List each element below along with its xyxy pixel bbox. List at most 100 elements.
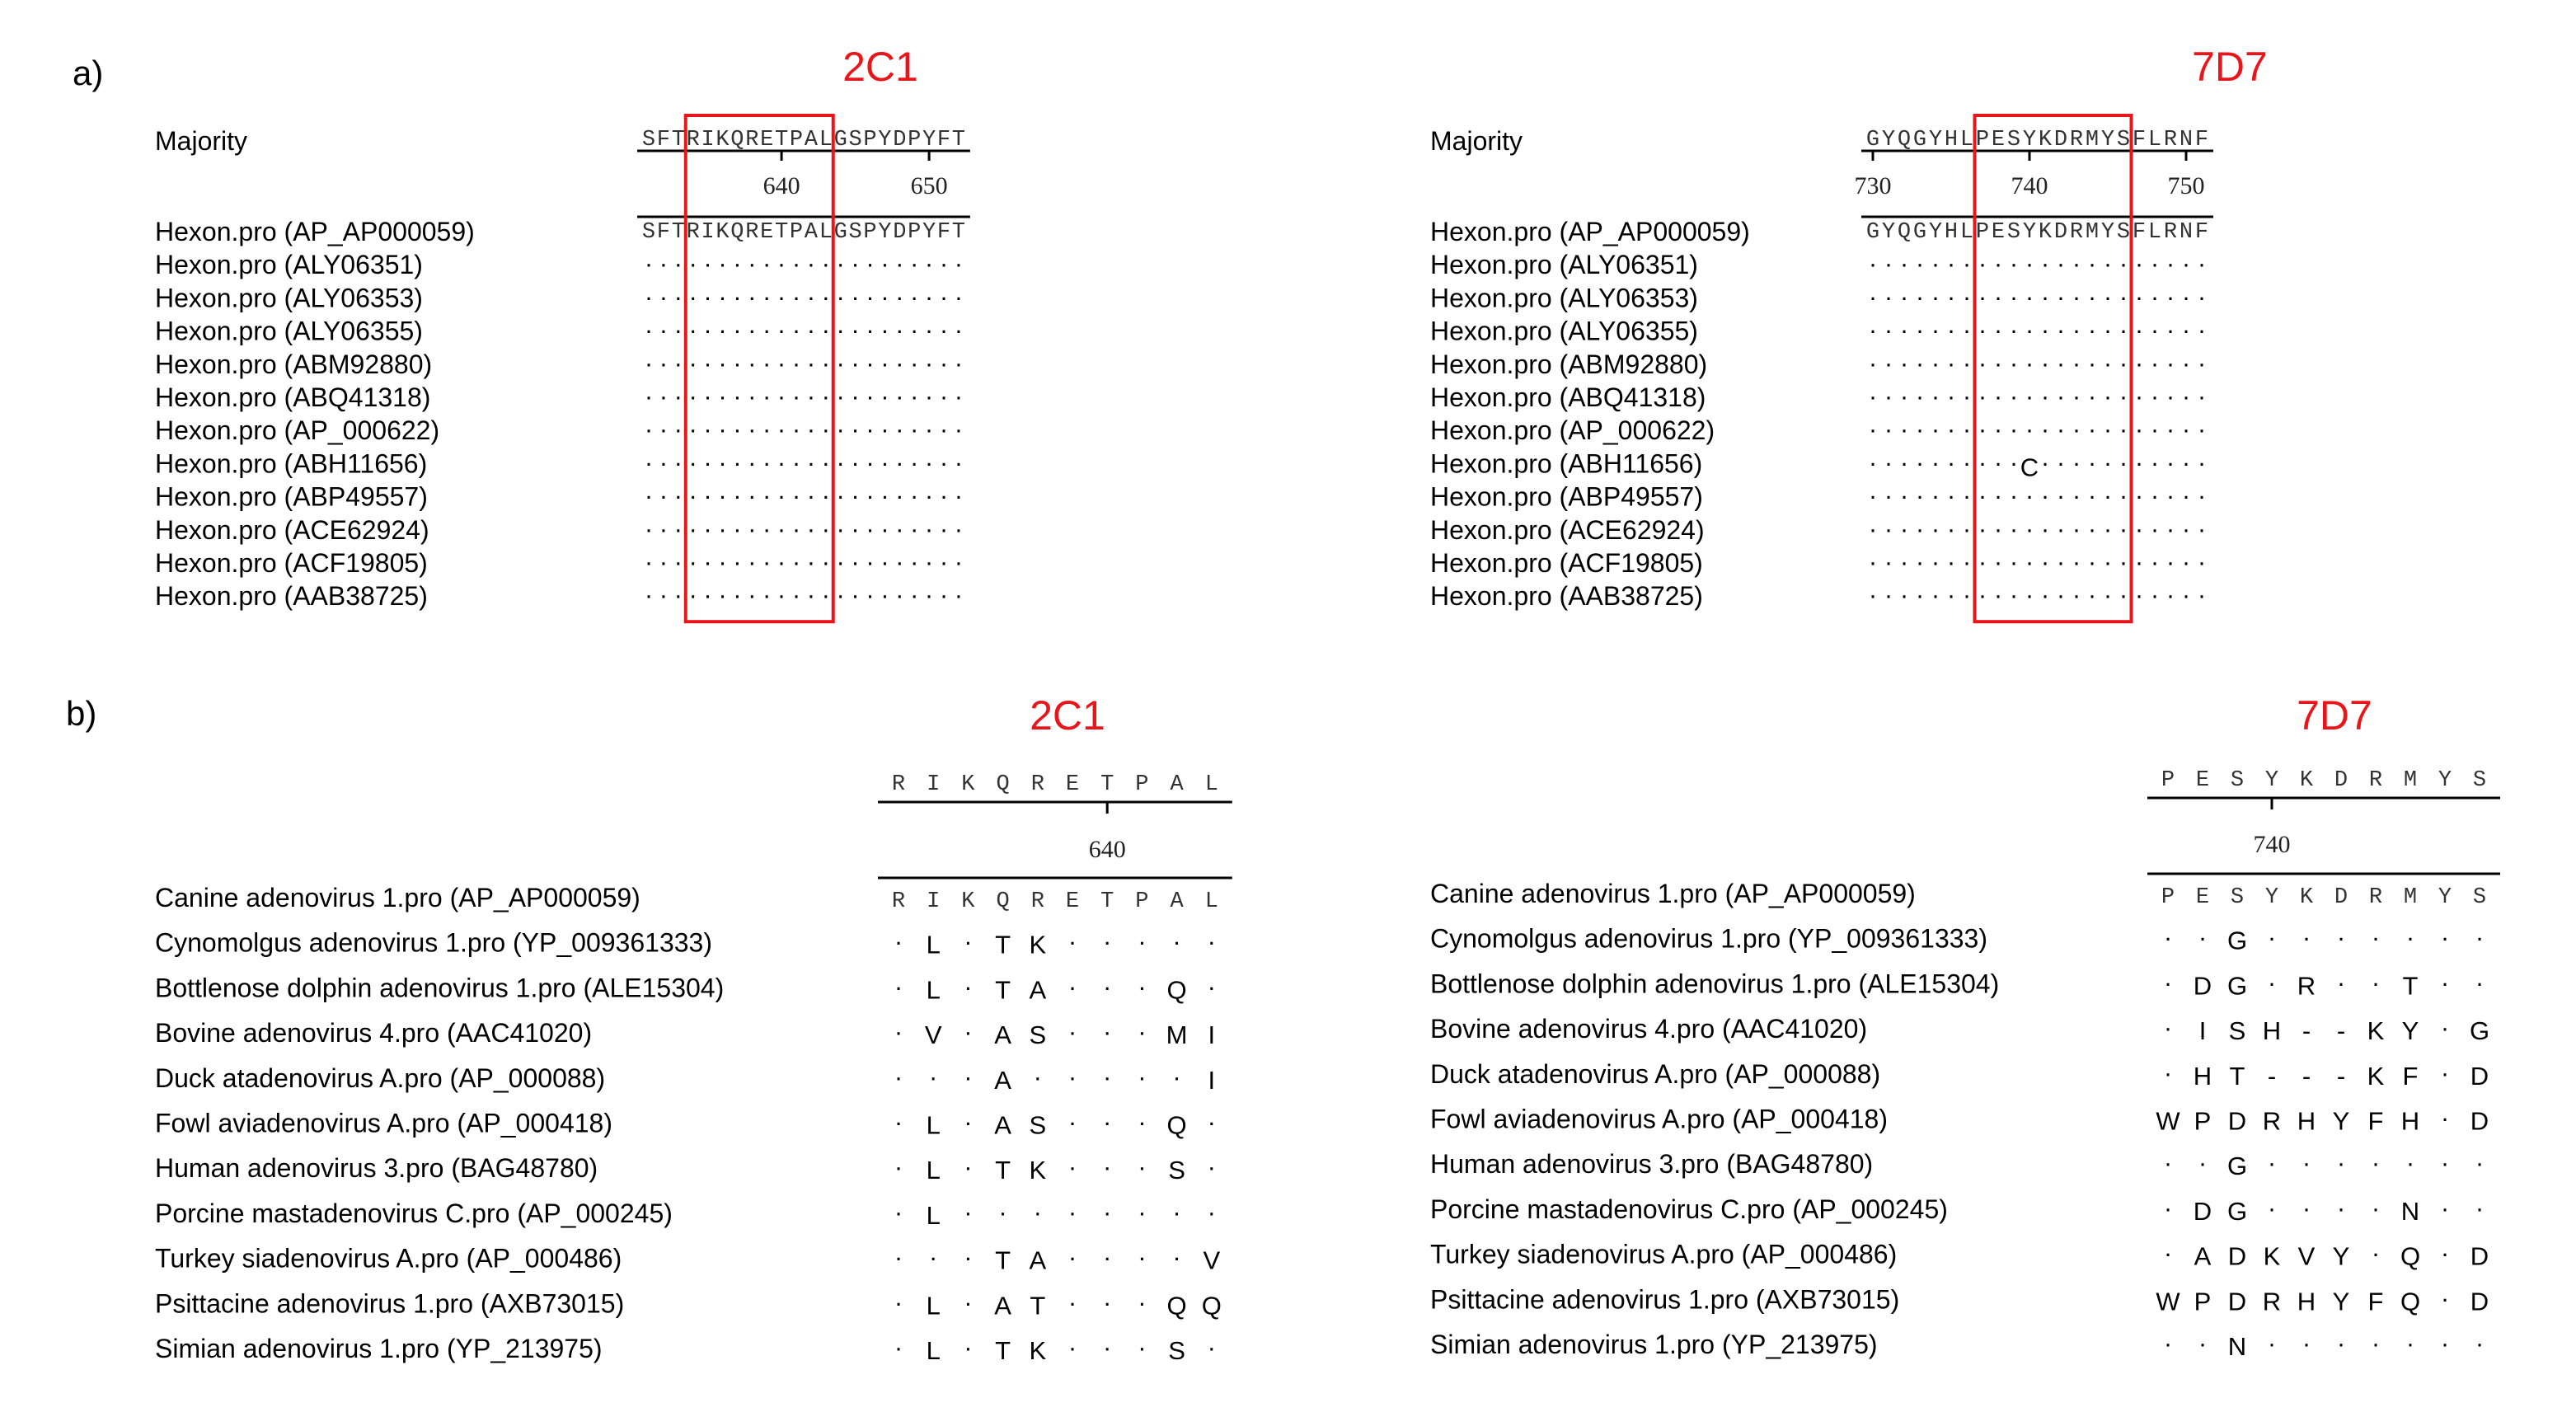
panel-a-7d7-match-dot: ·	[1947, 481, 1955, 510]
panel-b-7d7-majority-residue: E	[2196, 768, 2209, 793]
panel-b-2c1-match-dot: ·	[964, 1017, 972, 1046]
panel-a-2c1-majority-residue: E	[760, 128, 773, 152]
panel-b-2c1-match-dot: ·	[894, 927, 903, 956]
panel-a-2c1-residue: S	[642, 220, 655, 245]
panel-a-2c1-match-dot: ·	[703, 415, 711, 443]
panel-a-2c1-match-dot: ·	[762, 316, 771, 345]
panel-a-2c1-match-dot: ·	[792, 316, 800, 345]
panel-b-7d7-residue: Y	[2333, 1287, 2350, 1316]
panel-a-2c1-match-dot: ·	[940, 481, 948, 510]
panel-b-2c1-match-dot: ·	[894, 1333, 903, 1362]
panel-a-7d7-residue: M	[2086, 220, 2099, 245]
panel-a-7d7-match-dot: ·	[1978, 349, 1987, 378]
panel-a-7d7-match-dot: ·	[1994, 481, 2002, 510]
panel-a-7d7-row-label: Hexon.pro (ABP49557)	[1430, 482, 1703, 512]
panel-a-2c1-row-label: Hexon.pro (ABP49557)	[155, 482, 428, 512]
panel-a-2c1-row-label: Hexon.pro (ACE62924)	[155, 515, 429, 545]
panel-a-7d7-match-dot: ·	[2182, 514, 2190, 543]
panel-a-2c1-match-dot: ·	[689, 415, 697, 443]
panel-a-2c1-residue: I	[701, 220, 714, 245]
panel-a-2c1-match-dot: ·	[851, 349, 859, 378]
panel-b-2c1-match-dot: ·	[1138, 1063, 1146, 1091]
panel-a-7d7-match-dot: ·	[2088, 316, 2096, 345]
panel-a-2c1-match-dot: ·	[851, 547, 859, 576]
panel-a-7d7-match-dot: ·	[2151, 514, 2159, 543]
panel-b-2c1-row-label: Canine adenovirus 1.pro (AP_AP000059)	[155, 883, 640, 912]
panel-a-7d7-majority-residue: S	[2007, 128, 2020, 152]
panel-b-2c1-majority-residue: R	[892, 772, 905, 797]
panel-b-2c1-match-dot: ·	[1138, 972, 1146, 1001]
panel-a-7d7-match-dot: ·	[2057, 448, 2065, 476]
panel-a-7d7-match-dot: ·	[2135, 448, 2143, 476]
panel-a-2c1-row-label: Hexon.pro (AAB38725)	[155, 581, 428, 611]
panel-a-7d7-match-dot: ·	[2135, 282, 2143, 311]
panel-b-2c1-match-dot: ·	[1138, 1243, 1146, 1272]
panel-a-2c1-match-dot: ·	[822, 282, 830, 311]
panel-b-7d7-residue: R	[2263, 1107, 2281, 1136]
panel-b-2c1-residue: T	[1030, 1291, 1045, 1320]
panel-a-2c1-match-dot: ·	[955, 547, 963, 576]
panel-b-7d7-residue: R	[2263, 1287, 2281, 1316]
panel-a-7d7-match-dot: ·	[1963, 415, 1971, 443]
panel-a-7d7-majority-residue: M	[2086, 128, 2099, 152]
panel-b-7d7-match-dot: ·	[2372, 1148, 2380, 1177]
panel-a-2c1-match-dot: ·	[851, 316, 859, 345]
panel-a-7d7-residue: R	[2164, 220, 2177, 245]
panel-a-2c1-match-dot: ·	[822, 382, 830, 410]
panel-b-7d7-residue: D	[2470, 1062, 2489, 1091]
panel-a-7d7-match-dot: ·	[2151, 316, 2159, 345]
panel-b-7d7-residue: P	[2194, 1107, 2212, 1136]
panel-b-7d7-match-dot: ·	[2198, 1329, 2207, 1358]
panel-a-7d7-match-dot: ·	[1931, 382, 1940, 410]
panel-b-2c1-majority-residue: L	[1205, 772, 1218, 797]
panel-a-2c1-match-dot: ·	[748, 481, 756, 510]
panel-b-2c1-match-dot: ·	[1138, 1108, 1146, 1137]
panel-a-2c1-match-dot: ·	[674, 349, 683, 378]
panel-a-7d7-match-dot: ·	[1869, 415, 1877, 443]
panel-b-7d7-residue: D	[2228, 1107, 2246, 1136]
panel-a-7d7-match-dot: ·	[1931, 547, 1940, 576]
panel-a-2c1-match-dot: ·	[940, 415, 948, 443]
panel-a-2c1-match-dot: ·	[703, 349, 711, 378]
panel-a-2c1-match-dot: ·	[733, 415, 741, 443]
panel-a-7d7-match-dot: ·	[2166, 580, 2175, 609]
panel-b-7d7-majority-residue: K	[2300, 768, 2314, 793]
panel-a-2c1-match-dot: ·	[955, 282, 963, 311]
panel-a-7d7-residue: G	[1913, 220, 1926, 245]
panel-a-7d7-match-dot: ·	[2135, 481, 2143, 510]
panel-b-2c1-residue: S	[1168, 1336, 1185, 1365]
panel-a-7d7-row-label: Hexon.pro (ABH11656)	[1430, 448, 1702, 478]
panel-a-7d7-match-dot: ·	[1994, 249, 2002, 278]
panel-a-2c1-match-dot: ·	[925, 349, 933, 378]
panel-a-7d7-match-dot: ·	[2088, 481, 2096, 510]
panel-a-2c1-match-dot: ·	[822, 415, 830, 443]
panel-b-7d7-residue: N	[2228, 1332, 2246, 1361]
panel-a-2c1-match-dot: ·	[718, 382, 726, 410]
panel-a-7d7-epitope-box	[1973, 114, 2133, 624]
panel-b-2c1-row-label: Porcine mastadenovirus C.pro (AP_000245)	[155, 1199, 673, 1228]
panel-a-7d7-match-dot: ·	[2041, 448, 2049, 476]
panel-a-7d7-residue: L	[2148, 220, 2161, 245]
panel-a-2c1-match-dot: ·	[689, 481, 697, 510]
panel-b-2c1-residue: R	[1031, 889, 1044, 914]
panel-a-2c1-match-dot: ·	[925, 481, 933, 510]
panel-a-2c1-match-dot: ·	[645, 249, 653, 278]
panel-a-7d7-match-dot: ·	[2166, 382, 2175, 410]
panel-a-7d7-match-dot: ·	[1978, 514, 1987, 543]
panel-b-2c1-title: 2C1	[1030, 692, 1105, 739]
panel-b-2c1-match-dot: ·	[1068, 1198, 1077, 1227]
panel-b-letter: b)	[66, 694, 96, 733]
panel-a-2c1-match-dot: ·	[689, 580, 697, 609]
panel-b-2c1-match-dot: ·	[964, 1198, 972, 1227]
panel-a-7d7-match-dot: ·	[1931, 282, 1940, 311]
panel-a-7d7-match-dot: ·	[2010, 514, 2018, 543]
panel-b-7d7-residue: I	[2199, 1016, 2207, 1045]
panel-a-7d7-match-dot: ·	[1916, 514, 1924, 543]
panel-a-2c1-match-dot: ·	[910, 316, 918, 345]
panel-a-2c1-match-dot: ·	[689, 448, 697, 476]
panel-a-7d7-match-dot: ·	[1884, 514, 1893, 543]
panel-b-7d7-residue: V	[2298, 1242, 2316, 1271]
panel-a-7d7-match-dot: ·	[1931, 580, 1940, 609]
panel-a-2c1-match-dot: ·	[792, 514, 800, 543]
panel-a-7d7-majority-residue: Y	[1929, 128, 1942, 152]
